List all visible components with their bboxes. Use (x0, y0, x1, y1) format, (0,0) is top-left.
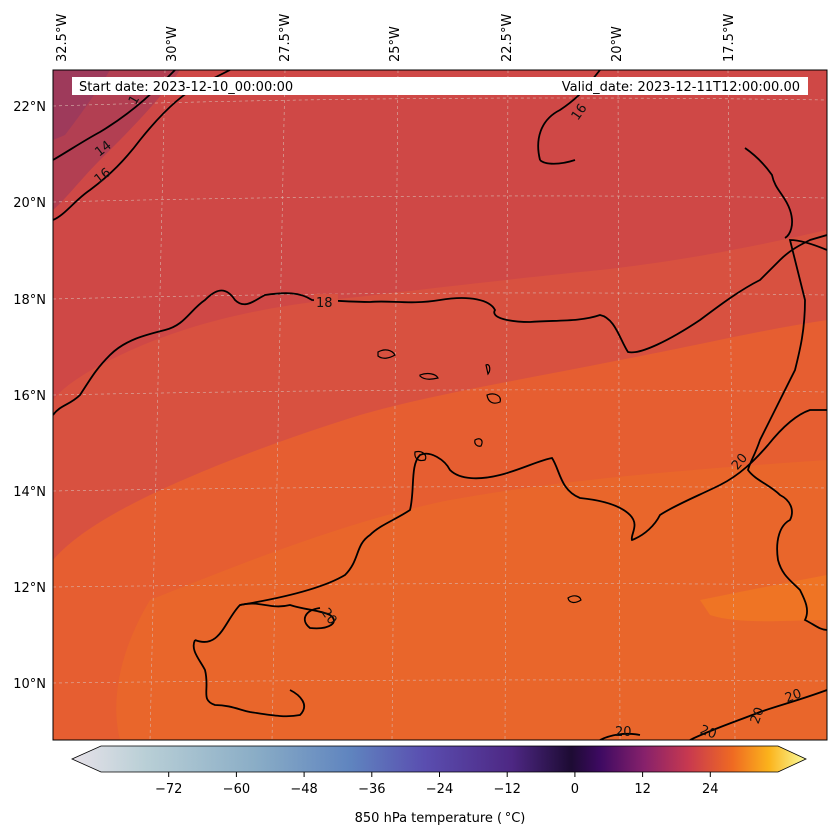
colorbar-body (71, 745, 807, 773)
colorbar-tick-label: 0 (571, 782, 579, 797)
lat-label: 10°N (13, 677, 46, 692)
lat-label: 18°N (13, 293, 46, 308)
lat-label: 14°N (13, 485, 46, 500)
contour-label-20-e: 20 (698, 723, 719, 743)
colorbar-tick-label: 24 (702, 782, 719, 797)
lat-label: 20°N (13, 196, 46, 211)
valid-date-label: Valid_date: 2023-12-11T12:00:00.00 (562, 80, 800, 95)
lon-label: 20°W (610, 26, 625, 62)
colorbar-tick-label: −48 (290, 782, 317, 797)
lon-label: 25°W (388, 26, 403, 62)
colorbar-tick-label: −72 (155, 782, 182, 797)
graticule (53, 70, 827, 740)
colorbar: −72 −60 −48 −36 −24 −12 0 12 24 850 hPa temperat… (71, 745, 807, 826)
contour-label-20-c: 20 (783, 686, 804, 706)
colorbar-tick-label: −12 (493, 782, 520, 797)
colorbar-tick-label: 12 (634, 782, 651, 797)
lon-label: 32.5°W (55, 14, 70, 62)
map-frame (52, 69, 828, 741)
colorbar-tick-label: −24 (426, 782, 453, 797)
info-bar (72, 77, 808, 95)
temperature-field (53, 70, 827, 740)
colorbar-tick-label: −60 (223, 782, 250, 797)
colorbar-ticks: −72 −60 −48 −36 −24 −12 0 12 24 (155, 772, 719, 797)
contour-label-18: 18 (316, 296, 333, 311)
lon-label: 17.5°W (722, 14, 737, 62)
lon-label: 22.5°W (500, 14, 515, 62)
colorbar-title: 850 hPa temperature ( °C) (355, 811, 526, 826)
start-date-label: Start date: 2023-12-10_00:00:00 (79, 80, 293, 95)
colorbar-tick-label: −36 (358, 782, 385, 797)
contour-label-20-f: 20 (615, 725, 632, 740)
contour-lines (53, 70, 827, 740)
latitude-labels: 22°N 20°N 18°N 16°N 14°N 12°N 10°N (13, 100, 46, 692)
longitude-labels: 32.5°W 30°W 27.5°W 25°W 22.5°W 20°W 17.5… (55, 14, 737, 62)
lat-label: 16°N (13, 389, 46, 404)
lat-label: 12°N (13, 581, 46, 596)
lon-label: 27.5°W (278, 14, 293, 62)
contour-label-20-d: 20 (748, 705, 768, 726)
lat-label: 22°N (13, 100, 46, 115)
lon-label: 30°W (165, 26, 180, 62)
